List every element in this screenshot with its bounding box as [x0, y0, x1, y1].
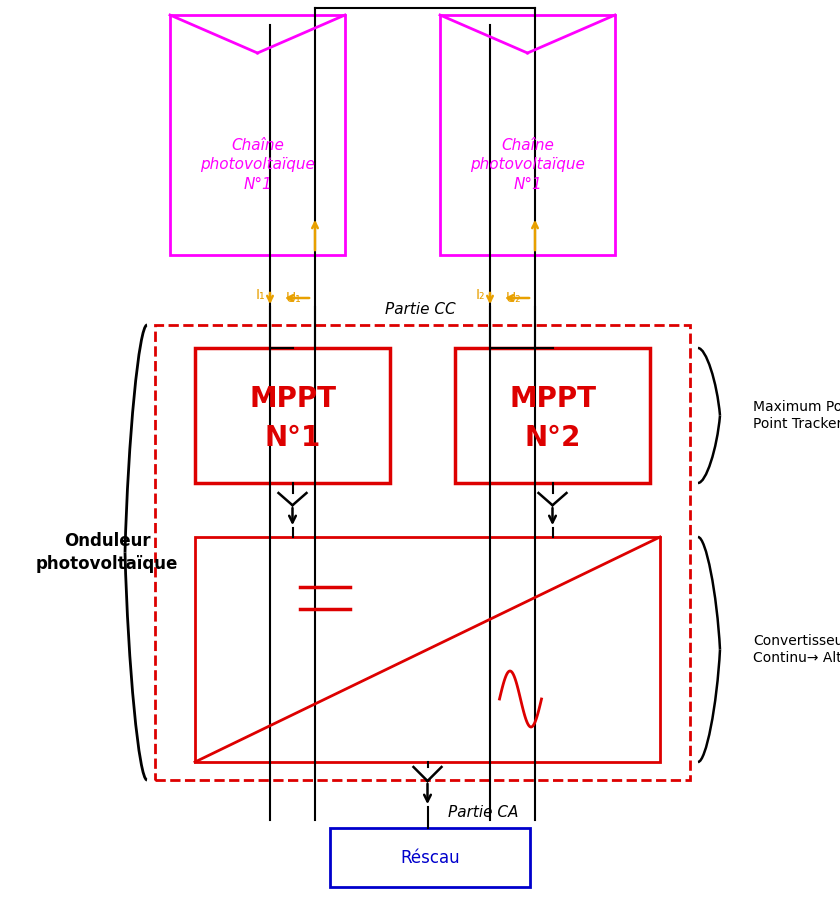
Bar: [440, 15, 615, 255]
Text: Maximum Power
Point Tracker: Maximum Power Point Tracker: [753, 400, 840, 431]
Text: I₁: I₁: [255, 288, 265, 302]
Text: U₂: U₂: [506, 291, 522, 305]
Bar: [195, 348, 390, 483]
Bar: [170, 15, 345, 255]
Text: N°1: N°1: [265, 424, 321, 453]
Text: N°2: N°2: [524, 424, 580, 453]
Bar: [330, 828, 530, 887]
Text: I₂: I₂: [475, 288, 485, 302]
Text: Partie CC: Partie CC: [385, 302, 455, 317]
Text: U₁: U₁: [286, 291, 302, 305]
Text: Onduleur
photovoltaïque: Onduleur photovoltaïque: [36, 532, 178, 573]
Bar: [155, 325, 690, 780]
Text: Partie CA: Partie CA: [448, 805, 518, 820]
Text: Chaîne
photovoltaïque
N°1: Chaîne photovoltaïque N°1: [470, 137, 585, 193]
Text: MPPT: MPPT: [509, 385, 596, 413]
Text: Chaîne
photovoltaïque
N°1: Chaîne photovoltaïque N°1: [200, 137, 315, 193]
Text: MPPT: MPPT: [249, 385, 336, 413]
Bar: [455, 348, 650, 483]
Text: Convertisseur
Continu→ Alternatif: Convertisseur Continu→ Alternatif: [753, 634, 840, 665]
Bar: [195, 537, 660, 762]
Text: Réscau: Réscau: [400, 848, 459, 867]
